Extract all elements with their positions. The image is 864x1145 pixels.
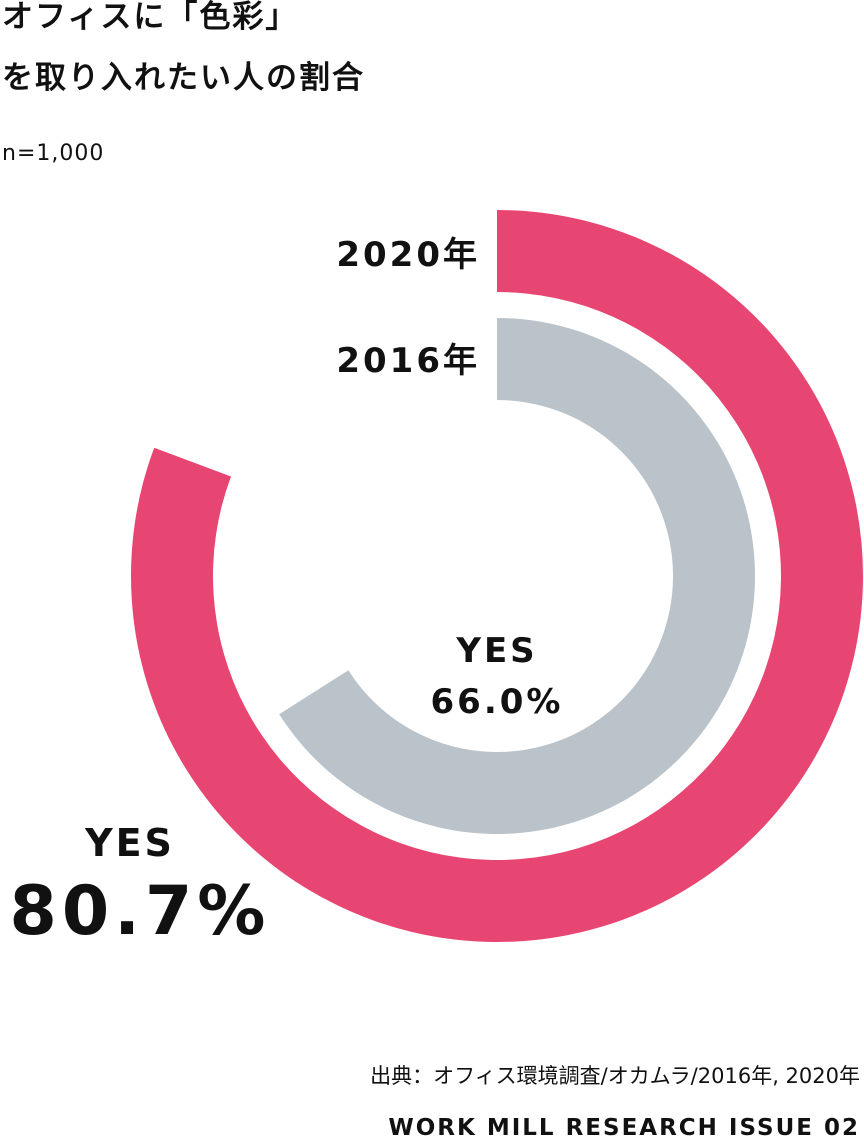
source-note: 出典：オフィス環境調査/オカムラ/2016年, 2020年	[370, 1064, 860, 1088]
ring-2016-year-label: 2016年	[336, 341, 480, 381]
chart-title-line-2: を取り入れたい人の割合	[2, 60, 365, 96]
ring-2020-category-label: YES	[84, 821, 175, 865]
chart-title-line-1: オフィスに「色彩」	[2, 0, 299, 35]
ring-2020-value-label: 80.7%	[10, 872, 271, 951]
sample-size: n=1,000	[2, 141, 105, 166]
publication-footer: WORK MILL RESEARCH ISSUE 02	[388, 1115, 860, 1141]
ring-2016-value-label: 66.0%	[431, 682, 564, 722]
ring-2016-yes-arc	[279, 318, 755, 835]
ring-2016-category-label: YES	[455, 631, 537, 671]
ring-2020-year-label: 2020年	[336, 235, 480, 275]
